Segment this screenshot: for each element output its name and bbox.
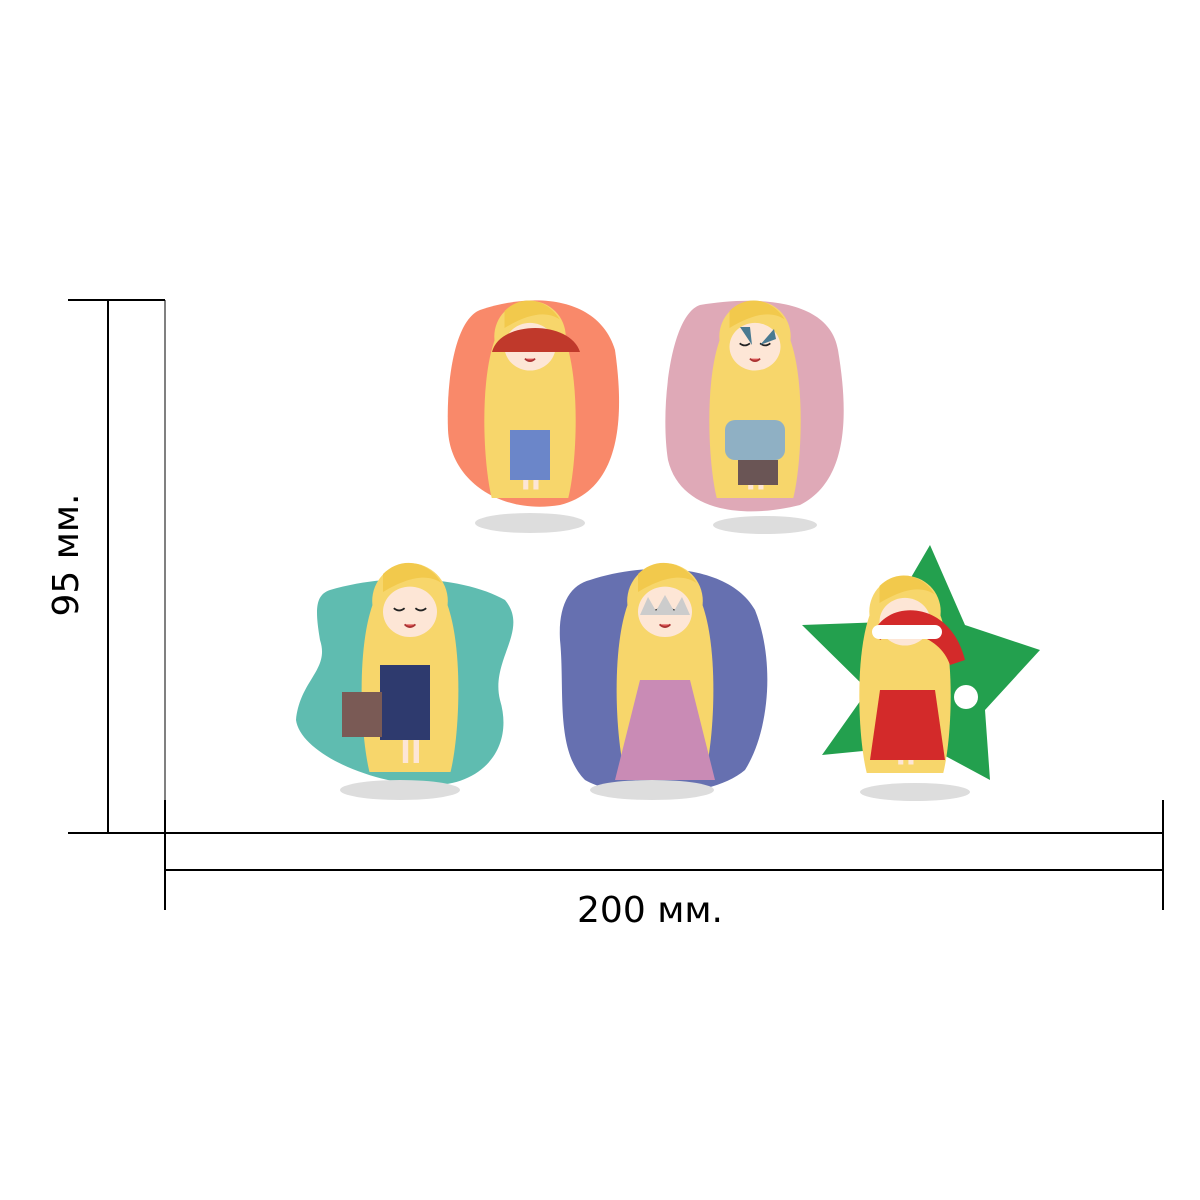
width-dimension: 200 мм. [164, 800, 1164, 931]
sticker-teal [296, 561, 514, 800]
width-label: 200 мм. [577, 890, 723, 931]
sticker-orange [447, 299, 620, 533]
sticker-purple [559, 561, 768, 800]
sticker-star [802, 545, 1040, 801]
sticker-pink [665, 299, 844, 534]
height-dimension: 95 мм. [46, 299, 166, 834]
height-label: 95 мм. [46, 493, 87, 616]
